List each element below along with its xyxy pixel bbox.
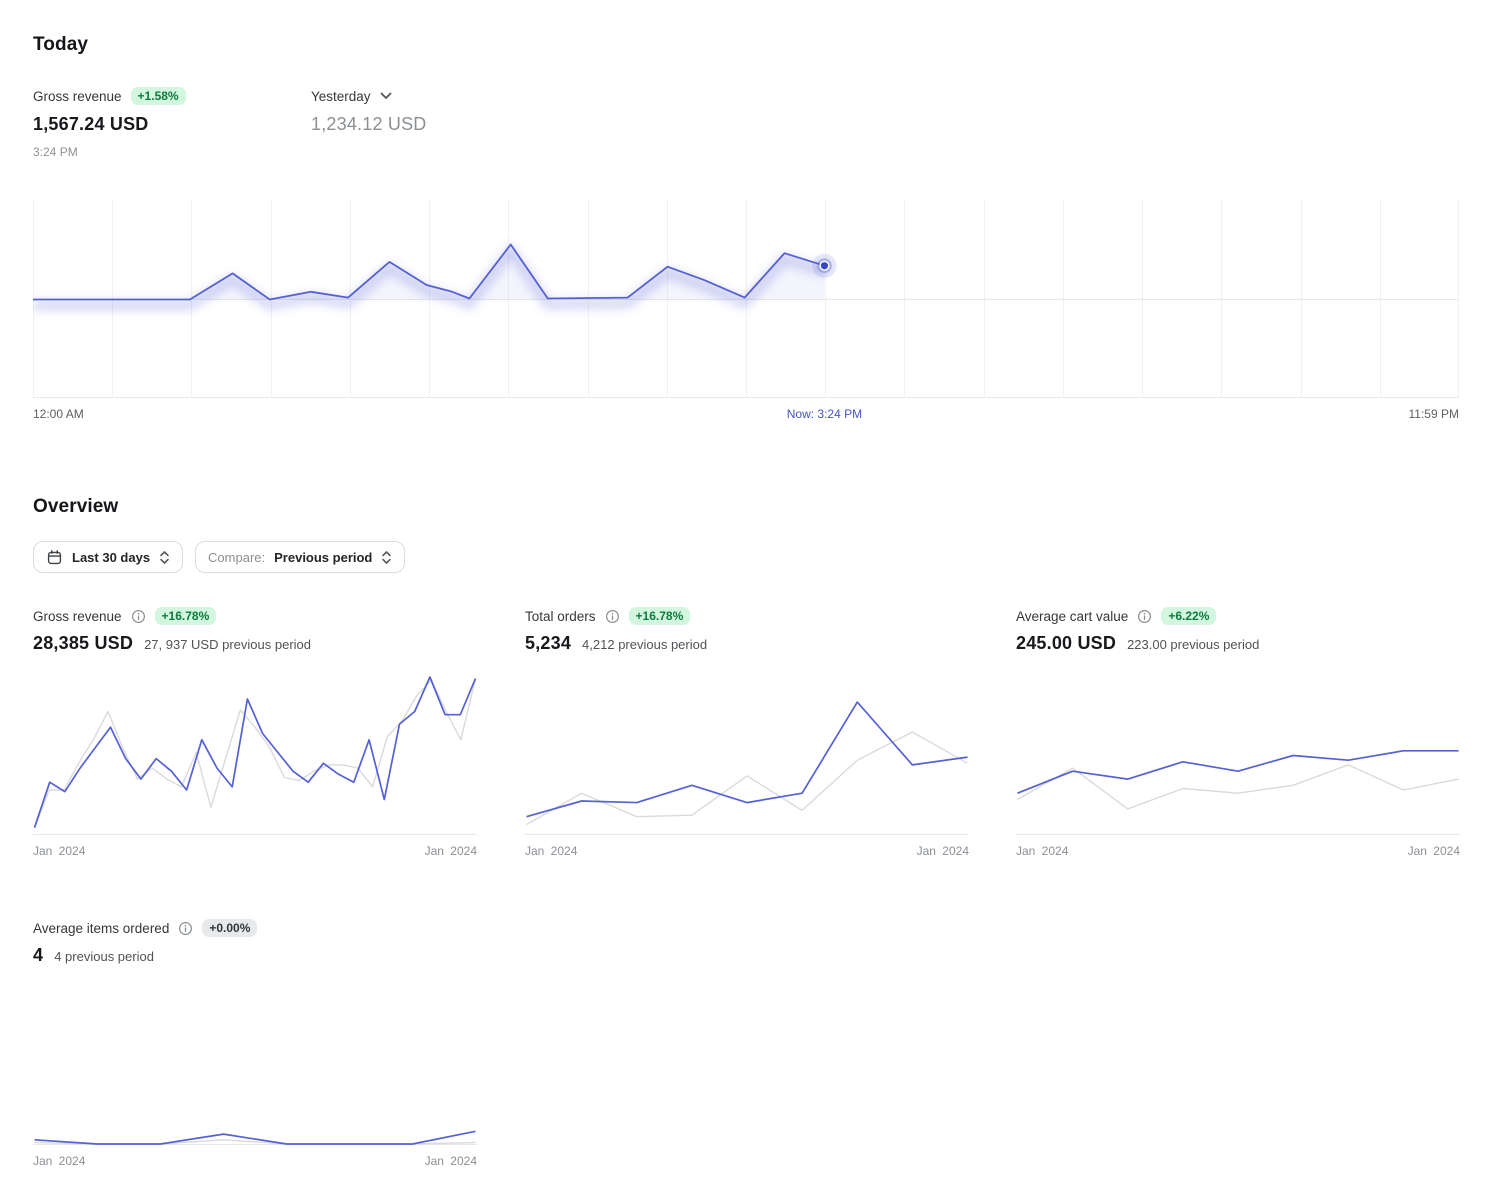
date-range-label: Last 30 days xyxy=(72,549,151,565)
axis-label-end: Jan 2024 xyxy=(1407,844,1460,858)
compare-prefix-label: Compare: xyxy=(208,549,266,565)
date-range-select[interactable]: Last 30 days xyxy=(33,541,184,573)
info-icon[interactable] xyxy=(131,609,146,624)
select-caret-icon xyxy=(159,550,170,565)
card-label: Average cart value xyxy=(1016,608,1129,624)
today-metrics: Gross revenue +1.58% 1,567.24 USD 3:24 P… xyxy=(33,86,589,159)
card-change-badge: +16.78% xyxy=(154,607,217,625)
card-change-badge: +0.00% xyxy=(202,919,258,937)
average-cart-value-card: Average cart value +6.22% 245.00 USD 223… xyxy=(1016,606,1460,858)
axis-label-start: Jan 2024 xyxy=(525,844,578,858)
axis-label-start: Jan 2024 xyxy=(33,844,86,858)
today-heading: Today xyxy=(33,34,89,55)
average-items-ordered-mini-chart[interactable] xyxy=(33,995,477,1145)
gross-revenue-card: Gross revenue +16.78% 28,385 USD 27, 937… xyxy=(33,606,477,858)
mini-chart-x-axis: Jan 2024 Jan 2024 xyxy=(525,844,969,858)
card-label: Total orders xyxy=(525,608,596,624)
compare-value-label: Previous period xyxy=(274,549,373,565)
axis-label-end: Jan 2024 xyxy=(424,1154,477,1168)
card-previous-period: 223.00 previous period xyxy=(1127,637,1260,652)
card-previous-period: 4,212 previous period xyxy=(582,637,708,652)
card-previous-period: 4 previous period xyxy=(54,949,154,964)
info-icon[interactable] xyxy=(605,609,620,624)
overview-controls: Last 30 days Compare: Previous period xyxy=(33,541,406,573)
mini-chart-x-axis: Jan 2024 Jan 2024 xyxy=(33,844,477,858)
axis-label-end: Jan 2024 xyxy=(424,844,477,858)
average-items-ordered-card: Average items ordered +0.00% 4 4 previou… xyxy=(33,918,477,1168)
gross-revenue-value: 1,567.24 USD xyxy=(33,114,149,134)
card-value: 245.00 USD xyxy=(1016,633,1117,653)
mini-chart-x-axis: Jan 2024 Jan 2024 xyxy=(33,1154,477,1168)
today-gross-revenue-metric: Gross revenue +1.58% 1,567.24 USD 3:24 P… xyxy=(33,86,311,159)
today-revenue-chart[interactable] xyxy=(33,200,1459,398)
current-time-label: 3:24 PM xyxy=(33,145,78,159)
info-icon[interactable] xyxy=(178,921,193,936)
card-change-badge: +6.22% xyxy=(1161,607,1217,625)
average-cart-value-mini-chart[interactable] xyxy=(1016,669,1460,835)
gross-revenue-change-badge: +1.58% xyxy=(130,87,186,105)
axis-label-start: Jan 2024 xyxy=(33,1154,86,1168)
gross-revenue-mini-chart[interactable] xyxy=(33,669,477,835)
card-label: Average items ordered xyxy=(33,920,170,936)
axis-label-end: Jan 2024 xyxy=(916,844,969,858)
compare-select[interactable]: Compare: Previous period xyxy=(195,541,406,573)
chevron-down-icon xyxy=(380,92,392,100)
comparison-period-label: Yesterday xyxy=(311,88,371,104)
card-change-badge: +16.78% xyxy=(628,607,691,625)
overview-heading: Overview xyxy=(33,496,119,517)
axis-label-end: 11:59 PM xyxy=(1408,407,1459,421)
mini-chart-x-axis: Jan 2024 Jan 2024 xyxy=(1016,844,1460,858)
comparison-period-dropdown[interactable]: Yesterday xyxy=(311,86,589,106)
gross-revenue-label: Gross revenue xyxy=(33,88,122,104)
info-icon[interactable] xyxy=(1137,609,1152,624)
card-previous-period: 27, 937 USD previous period xyxy=(144,637,311,652)
today-chart-x-axis: 12:00 AM Now: 3:24 PM 11:59 PM xyxy=(33,407,1459,423)
total-orders-mini-chart[interactable] xyxy=(525,669,969,835)
calendar-icon xyxy=(46,549,63,566)
total-orders-card: Total orders +16.78% 5,234 4,212 previou… xyxy=(525,606,969,858)
card-value: 4 xyxy=(33,945,44,965)
card-value: 5,234 xyxy=(525,633,572,653)
axis-label-start: 12:00 AM xyxy=(33,407,84,421)
card-label: Gross revenue xyxy=(33,608,122,624)
axis-label-now: Now: 3:24 PM xyxy=(786,407,863,421)
axis-label-start: Jan 2024 xyxy=(1016,844,1069,858)
select-caret-icon xyxy=(381,550,392,565)
comparison-metric: Yesterday 1,234.12 USD xyxy=(311,86,589,159)
comparison-value: 1,234.12 USD xyxy=(311,114,427,134)
card-value: 28,385 USD xyxy=(33,633,134,653)
